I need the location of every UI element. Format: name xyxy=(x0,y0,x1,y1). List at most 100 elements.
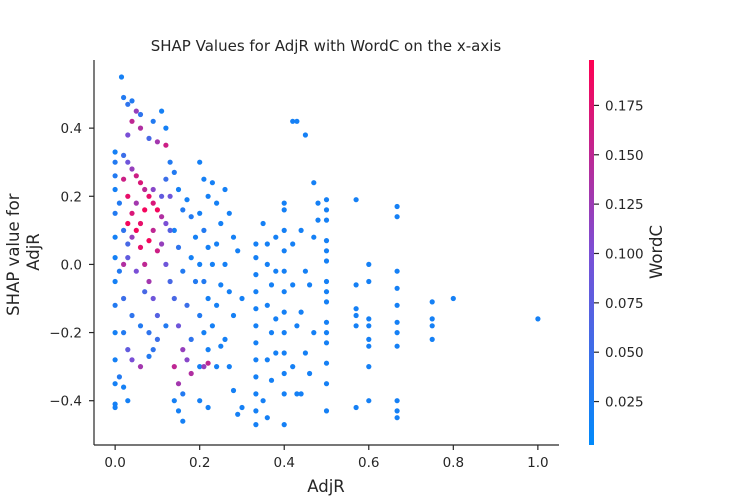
scatter-point xyxy=(133,268,139,274)
y-tick-label: −0.2 xyxy=(49,326,82,342)
scatter-point xyxy=(171,364,177,370)
scatter-point xyxy=(260,220,266,227)
scatter-point xyxy=(121,227,127,233)
scatter-point xyxy=(112,330,118,336)
scatter-point xyxy=(394,319,400,325)
scatter-point xyxy=(116,200,122,206)
scatter-point xyxy=(197,261,203,267)
scatter-point xyxy=(294,323,300,329)
scatter-point xyxy=(201,227,207,233)
scatter-point xyxy=(366,343,372,349)
scatter-point xyxy=(121,94,127,101)
scatter-point xyxy=(307,370,313,377)
scatter-point xyxy=(137,125,144,131)
scatter-point xyxy=(298,227,304,233)
scatter-point xyxy=(394,203,400,210)
scatter-point xyxy=(394,285,400,291)
colorbar-tick-label: 0.150 xyxy=(605,148,644,164)
scatter-point xyxy=(394,398,400,404)
scatter-point xyxy=(323,258,330,264)
scatter-point xyxy=(167,278,173,285)
scatter-point xyxy=(150,227,156,233)
scatter-point xyxy=(175,408,182,414)
scatter-point xyxy=(323,408,330,414)
scatter-point xyxy=(112,404,118,411)
scatter-point xyxy=(253,340,259,346)
scatter-point xyxy=(150,347,156,353)
scatter-point xyxy=(129,234,135,240)
scatter-point xyxy=(137,111,144,118)
scatter-point xyxy=(235,411,241,417)
svg-text:SHAP value for AdjR: SHAP value for AdjR xyxy=(4,188,43,316)
scatter-point xyxy=(253,357,259,363)
scatter-point xyxy=(353,306,359,312)
scatter-point xyxy=(253,306,259,312)
scatter-point xyxy=(150,295,156,302)
scatter-point xyxy=(180,391,186,397)
scatter-point xyxy=(163,220,169,227)
scatter-point xyxy=(366,278,372,285)
scatter-point xyxy=(197,210,203,216)
scatter-point xyxy=(290,241,296,247)
scatter-point xyxy=(302,350,308,356)
scatter-point xyxy=(230,234,237,240)
scatter-point xyxy=(129,312,135,319)
scatter-point xyxy=(180,418,186,424)
scatter-point xyxy=(180,268,186,274)
scatter-point xyxy=(315,200,321,206)
scatter-point xyxy=(323,360,330,366)
scatter-point xyxy=(311,234,317,240)
scatter-point xyxy=(133,227,139,233)
y-axis-ticks: −0.4 −0.2 0.0 0.2 0.4 xyxy=(49,121,94,410)
scatter-point xyxy=(112,186,118,193)
scatter-point xyxy=(214,241,220,247)
colorbar-tick-label: 0.175 xyxy=(605,98,644,114)
scatter-point xyxy=(205,360,211,366)
scatter-point xyxy=(264,415,270,421)
y-axis-label-line2: AdjR xyxy=(24,233,43,271)
scatter-point xyxy=(209,323,215,329)
scatter-point xyxy=(146,330,152,336)
scatter-point xyxy=(214,364,220,370)
y-tick-label: 0.0 xyxy=(61,257,82,273)
scatter-point xyxy=(142,261,148,267)
scatter-point xyxy=(429,323,435,329)
scatter-point xyxy=(137,364,144,370)
x-tick-label: 1.0 xyxy=(527,455,548,471)
scatter-point xyxy=(222,261,228,267)
scatter-point xyxy=(394,415,400,421)
scatter-point xyxy=(163,142,169,148)
scatter-point xyxy=(188,255,194,261)
scatter-point xyxy=(171,169,177,175)
scatter-point xyxy=(290,282,296,288)
scatter-point xyxy=(150,200,156,206)
scatter-point xyxy=(273,268,279,274)
scatter-point xyxy=(323,197,330,203)
scatter-point xyxy=(146,193,152,199)
scatter-point xyxy=(394,214,400,220)
scatter-point xyxy=(112,381,118,387)
scatter-point xyxy=(201,364,207,370)
scatter-points xyxy=(112,74,541,428)
scatter-point xyxy=(264,302,270,308)
scatter-point xyxy=(188,214,194,220)
scatter-point xyxy=(429,316,435,322)
scatter-point xyxy=(137,220,144,227)
scatter-point xyxy=(129,118,135,124)
scatter-point xyxy=(129,210,135,216)
scatter-point xyxy=(121,330,127,336)
scatter-point xyxy=(353,323,359,329)
scatter-point xyxy=(125,159,131,165)
scatter-point xyxy=(125,132,131,138)
scatter-point xyxy=(121,384,127,390)
scatter-point xyxy=(184,197,190,203)
scatter-point xyxy=(226,289,232,295)
scatter-point xyxy=(429,336,435,342)
scatter-point xyxy=(163,125,169,131)
scatter-point xyxy=(205,347,211,353)
scatter-point xyxy=(218,343,224,349)
scatter-point xyxy=(323,278,330,285)
scatter-point xyxy=(394,268,400,274)
colorbar-ticks: 0.025 0.050 0.075 0.100 0.125 0.150 0.175 xyxy=(594,98,644,411)
scatter-point xyxy=(323,289,330,295)
